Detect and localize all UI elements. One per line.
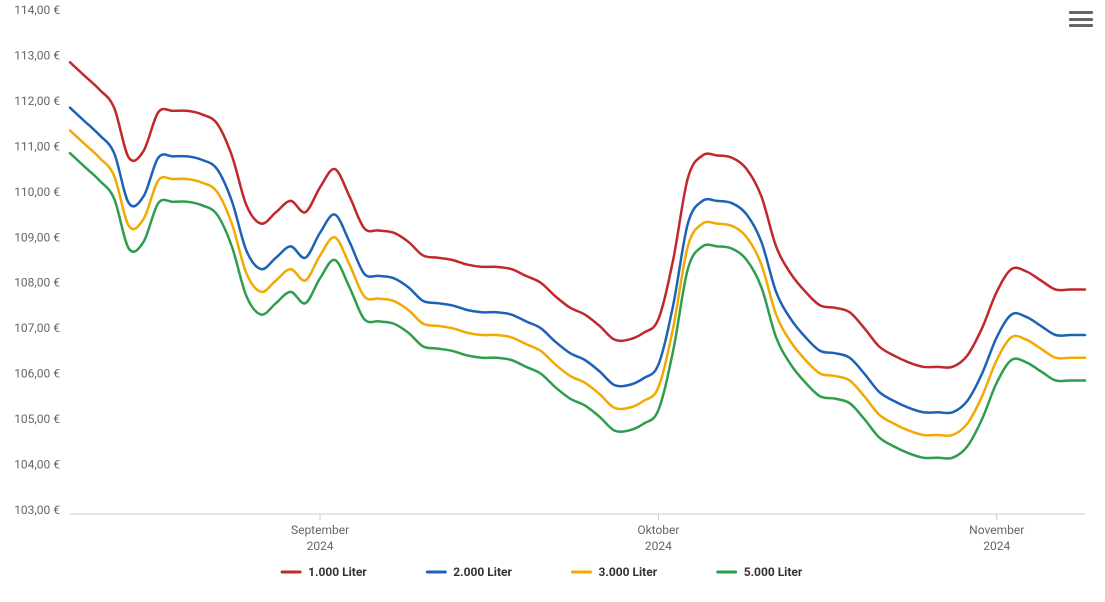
y-tick: 113,00 € [14, 48, 60, 62]
svg-text:112,00 €: 112,00 € [14, 94, 60, 108]
legend-label: 1.000 Liter [308, 565, 367, 579]
svg-text:113,00 €: 113,00 € [14, 48, 60, 62]
y-tick: 108,00 € [14, 276, 60, 290]
y-tick: 104,00 € [14, 458, 60, 472]
y-tick: 112,00 € [14, 94, 60, 108]
svg-text:114,00 €: 114,00 € [14, 3, 60, 17]
svg-text:104,00 €: 104,00 € [14, 458, 60, 472]
svg-text:110,00 €: 110,00 € [14, 185, 60, 199]
price-line-chart: 103,00 € 104,00 € 105,00 € 106,00 € 107,00 €… [0, 0, 1105, 602]
legend: 1.000 Liter 2.000 Liter 3.000 Liter 5.000 L… [282, 565, 803, 579]
svg-text:November: November [969, 523, 1024, 537]
svg-text:108,00 €: 108,00 € [14, 276, 60, 290]
legend-label: 2.000 Liter [453, 565, 512, 579]
svg-text:2024: 2024 [645, 539, 672, 553]
svg-text:Oktober: Oktober [637, 523, 679, 537]
x-tick-label: Oktober 2024 [637, 523, 679, 553]
x-tick-label: November 2024 [969, 523, 1024, 553]
svg-text:111,00 €: 111,00 € [14, 139, 60, 153]
svg-text:109,00 €: 109,00 € [14, 230, 60, 244]
y-tick: 111,00 € [14, 139, 60, 153]
svg-text:105,00 €: 105,00 € [14, 412, 60, 426]
y-tick: 109,00 € [14, 230, 60, 244]
y-tick: 114,00 € [14, 3, 60, 17]
svg-text:September: September [291, 523, 349, 537]
y-tick: 103,00 € [14, 503, 60, 517]
y-tick: 106,00 € [14, 367, 60, 381]
x-tick-label: September 2024 [291, 523, 349, 553]
legend-label: 5.000 Liter [744, 565, 803, 579]
svg-text:2024: 2024 [307, 539, 334, 553]
chart-svg: 103,00 € 104,00 € 105,00 € 106,00 € 107,00 €… [0, 0, 1105, 602]
y-tick: 105,00 € [14, 412, 60, 426]
y-tick: 107,00 € [14, 321, 60, 335]
svg-text:2024: 2024 [983, 539, 1010, 553]
svg-text:106,00 €: 106,00 € [14, 367, 60, 381]
svg-text:107,00 €: 107,00 € [14, 321, 60, 335]
series-line-0 [70, 62, 1085, 367]
hamburger-menu-icon[interactable] [1069, 8, 1093, 30]
y-tick: 110,00 € [14, 185, 60, 199]
svg-text:103,00 €: 103,00 € [14, 503, 60, 517]
legend-label: 3.000 Liter [599, 565, 658, 579]
